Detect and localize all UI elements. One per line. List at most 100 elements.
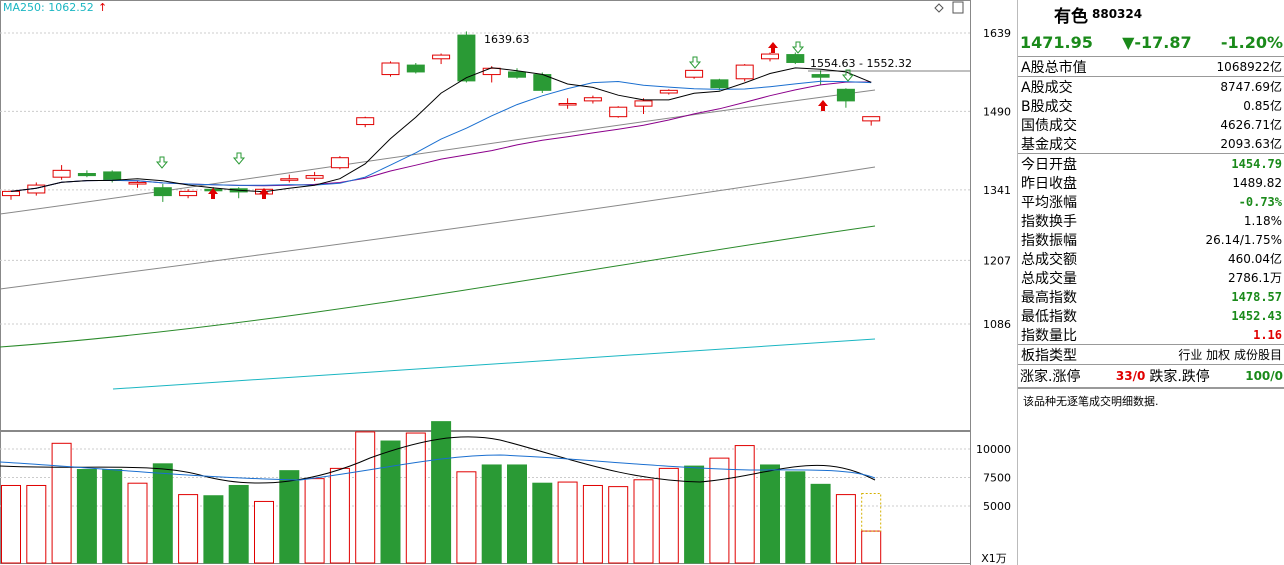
stat-value: 1.18%	[1243, 213, 1282, 228]
stat-value: 2786.1万	[1228, 271, 1282, 285]
volume-bar	[178, 494, 199, 564]
volume-bar	[633, 479, 654, 564]
ma250-line	[112, 338, 876, 390]
volume-bar	[380, 440, 401, 564]
stat-row: 总成交量 2786.1万	[1018, 268, 1284, 287]
volume-bar	[228, 484, 249, 564]
stat-label: 昨日收盘	[1021, 175, 1077, 192]
volume-bar	[76, 469, 97, 564]
volume-bar	[304, 478, 325, 564]
stat-value: 1.16	[1253, 327, 1282, 342]
volume-bar	[152, 463, 173, 564]
candle-body	[659, 89, 678, 94]
ma-grey-line	[0, 166, 876, 290]
fall-value: 100/0	[1245, 369, 1283, 383]
candle-body	[583, 97, 602, 102]
tick-note: 该品种无逐笔成交明细数据.	[1018, 388, 1284, 413]
candle-body	[457, 34, 476, 82]
stat-value: -0.73%	[1238, 194, 1282, 209]
stat-row: 最低指数 1452.43	[1018, 306, 1284, 325]
fall-label: 跌家.跌停	[1149, 369, 1210, 385]
candle-body	[280, 178, 299, 181]
candle-body	[406, 64, 425, 73]
stat-value: 8747.69亿	[1220, 80, 1282, 94]
volume-bar	[507, 464, 527, 564]
stat-row: 今日开盘 1454.79	[1018, 154, 1284, 173]
stat-value: 1478.57	[1231, 289, 1282, 304]
candle-body	[305, 175, 324, 179]
stat-label: 最低指数	[1021, 308, 1077, 325]
price-change: ▼-17.87	[1122, 32, 1192, 52]
stat-label: 国债成交	[1021, 117, 1077, 134]
volume-bar	[405, 432, 426, 564]
volume-ma10-line	[0, 454, 876, 481]
volume-bar	[203, 495, 224, 564]
stat-label: 基金成交	[1021, 136, 1077, 153]
ma60-line	[0, 89, 876, 215]
candlestick-chart[interactable]: 1639 1490 1341 1207 1086 10000 7500 5000 X1万 1639…	[0, 0, 1017, 565]
stock-header: 有色 880324	[1018, 0, 1284, 28]
candle-body	[558, 103, 577, 106]
candle-body	[128, 181, 147, 185]
stat-row: 板指类型 行业 加权 成份股目	[1018, 345, 1284, 365]
volume-bar	[481, 464, 502, 564]
volume-bar	[835, 494, 856, 564]
candle-body	[77, 173, 96, 177]
volume-bar	[254, 500, 274, 564]
stat-label: 最高指数	[1021, 289, 1077, 306]
candle-body	[634, 100, 653, 107]
volume-bar	[456, 471, 477, 564]
candle-body	[153, 187, 172, 197]
stat-row: B股成交 0.85亿	[1018, 96, 1284, 115]
volume-bar	[26, 484, 47, 564]
candle-body	[609, 106, 628, 118]
volume-bar	[557, 481, 578, 564]
candle-body	[735, 64, 754, 80]
ma20-line	[10, 81, 872, 192]
sell-signal-arrow	[791, 41, 805, 54]
volume-bar	[102, 469, 123, 564]
candle-body	[432, 54, 451, 60]
stat-value: 1452.43	[1231, 308, 1282, 323]
stat-label: 指数振幅	[1021, 232, 1077, 249]
candle-body	[103, 171, 122, 181]
stat-label: B股成交	[1021, 98, 1073, 115]
stat-value: 26.14/1.75%	[1205, 232, 1282, 247]
sell-signal-arrow	[155, 156, 169, 169]
rise-label: 涨家.涨停	[1020, 369, 1081, 385]
candle-body	[381, 62, 400, 76]
stat-row: 最高指数 1478.57	[1018, 287, 1284, 306]
stock-name: 有色	[1054, 6, 1088, 27]
stats-list: A股总市值 1068922亿 A股成交 8747.69亿 B股成交 0.85亿 国债成交 46…	[1018, 57, 1284, 365]
volume-bar	[431, 421, 452, 564]
buy-signal-arrow	[208, 188, 218, 199]
buy-signal-arrow	[768, 42, 778, 53]
advance-decline: 涨家.涨停 33/0 跌家.跌停 100/0	[1018, 365, 1284, 388]
price-tick-label: 1341	[983, 184, 1011, 197]
price-tick-label: 1086	[983, 318, 1011, 331]
candle-body	[710, 79, 729, 89]
volume-tick-label: 10000	[976, 443, 1011, 456]
candle-body	[811, 74, 830, 78]
sell-signal-arrow	[232, 152, 246, 165]
stat-row: 国债成交 4626.71亿	[1018, 115, 1284, 134]
price-line: 1471.95 ▼-17.87 -1.20%	[1018, 28, 1284, 57]
volume-bar	[608, 486, 629, 564]
stat-value: 1489.82	[1232, 175, 1282, 190]
volume-bar	[734, 445, 755, 564]
stat-row: 昨日收盘 1489.82	[1018, 173, 1284, 192]
volume-bar	[355, 431, 376, 564]
stat-value: 2093.63亿	[1220, 137, 1282, 151]
volume-bar	[1, 484, 21, 564]
buy-signal-arrow	[259, 188, 269, 199]
sell-signal-arrow	[841, 69, 855, 82]
candle-body	[508, 71, 526, 78]
candle-body	[356, 117, 375, 126]
stat-row: 基金成交 2093.63亿	[1018, 134, 1284, 154]
ma10-line	[10, 80, 872, 192]
ma5-line	[10, 67, 872, 193]
volume-bar	[279, 470, 300, 564]
stat-label: 指数换手	[1021, 213, 1077, 230]
volume-bar	[709, 457, 730, 564]
candle-body	[482, 67, 501, 76]
